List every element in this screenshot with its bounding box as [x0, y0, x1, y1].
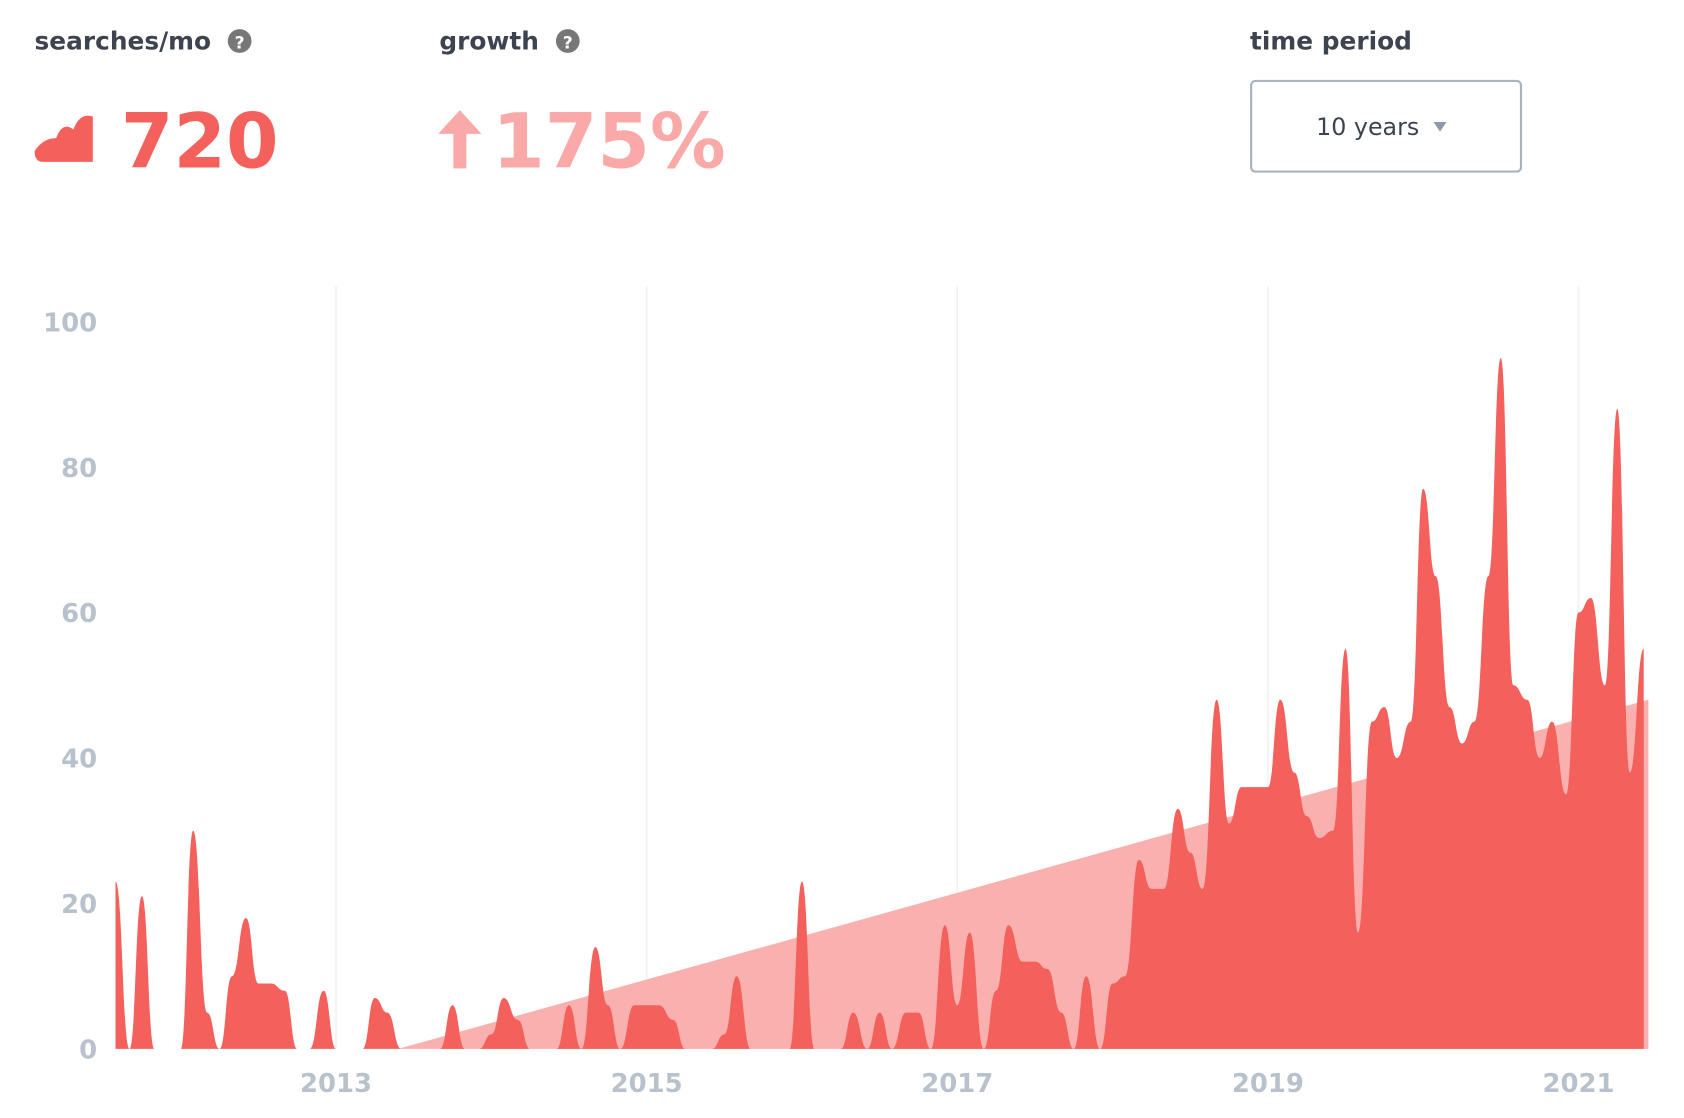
up-arrow	[438, 110, 482, 169]
svg-text:?: ?	[563, 34, 573, 54]
x-tick-label: 2019	[1232, 1069, 1304, 1099]
period-value: 10 years	[1316, 113, 1419, 141]
y-tick-label: 0	[79, 1036, 97, 1066]
help-icon[interactable]: ?	[227, 29, 252, 54]
svg-text:?: ?	[235, 34, 245, 54]
period-select[interactable]: 10 years	[1250, 79, 1523, 173]
searches-value: 720	[121, 97, 279, 185]
y-tick-label: 40	[61, 745, 97, 775]
x-tick-label: 2015	[611, 1069, 683, 1099]
searches-label: searches/mo	[35, 27, 212, 56]
y-tick-label: 20	[61, 890, 97, 920]
x-tick-label: 2013	[300, 1069, 372, 1099]
search-area	[115, 357, 1644, 1049]
y-tick-label: 60	[61, 599, 97, 629]
trend-icon	[34, 115, 93, 162]
x-tick-label: 2021	[1542, 1069, 1614, 1099]
growth-value: 175%	[492, 97, 725, 185]
y-tick-label: 80	[61, 454, 97, 484]
period-label: time period	[1250, 27, 1412, 56]
growth-label: growth	[439, 27, 539, 56]
x-tick-label: 2017	[921, 1069, 993, 1099]
y-tick-label: 100	[43, 308, 97, 338]
help-icon[interactable]: ?	[555, 29, 580, 54]
